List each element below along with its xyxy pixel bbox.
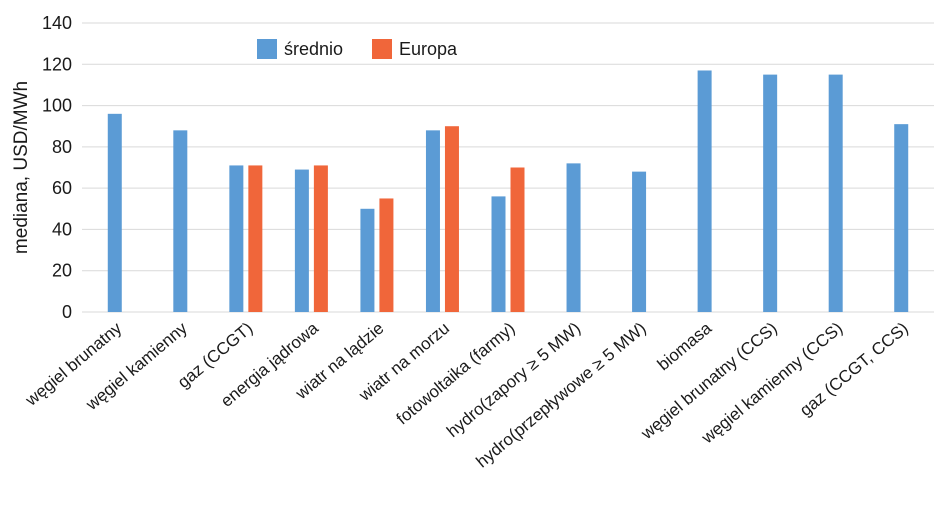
bar-srednio <box>229 165 244 312</box>
bar-srednio <box>566 163 581 312</box>
bar-srednio <box>828 74 843 312</box>
y-tick-label: 0 <box>62 302 72 322</box>
legend-label: średnio <box>284 39 343 59</box>
y-tick-label: 120 <box>42 54 72 74</box>
y-tick-label: 40 <box>52 219 72 239</box>
y-tick-label: 140 <box>42 13 72 33</box>
y-tick-label: 100 <box>42 96 72 116</box>
bar-srednio <box>763 74 778 312</box>
bar-europa <box>510 167 525 312</box>
bar-srednio <box>632 171 647 312</box>
bar-srednio <box>697 70 712 312</box>
x-category-label: gaz (CCGT, CCS) <box>796 319 912 420</box>
y-tick-label: 60 <box>52 178 72 198</box>
bar-srednio <box>425 130 440 312</box>
legend: średnio Europa <box>257 39 458 59</box>
legend-swatch <box>257 39 277 59</box>
legend-swatch <box>372 39 392 59</box>
y-tick-label: 20 <box>52 261 72 281</box>
bar-srednio <box>173 130 188 312</box>
bar-srednio <box>491 196 506 312</box>
bar-srednio <box>107 113 122 312</box>
y-axis-label: mediana, USD/MWh <box>11 81 32 254</box>
gridlines <box>82 22 934 313</box>
bar-srednio <box>294 169 309 312</box>
bars <box>107 70 909 313</box>
x-category-label: biomasa <box>654 318 716 374</box>
y-tick-label: 80 <box>52 137 72 157</box>
bar-srednio <box>360 208 375 312</box>
bar-europa <box>248 165 263 312</box>
bar-srednio <box>894 124 909 313</box>
bar-europa <box>444 126 459 312</box>
bar-europa <box>379 198 394 312</box>
x-category-label: fotowoltaika (farmy) <box>393 319 519 429</box>
bar-europa <box>313 165 328 312</box>
y-axis-ticks: 0 20 40 60 80 100 120 140 <box>42 13 72 322</box>
legend-label: Europa <box>399 39 458 59</box>
